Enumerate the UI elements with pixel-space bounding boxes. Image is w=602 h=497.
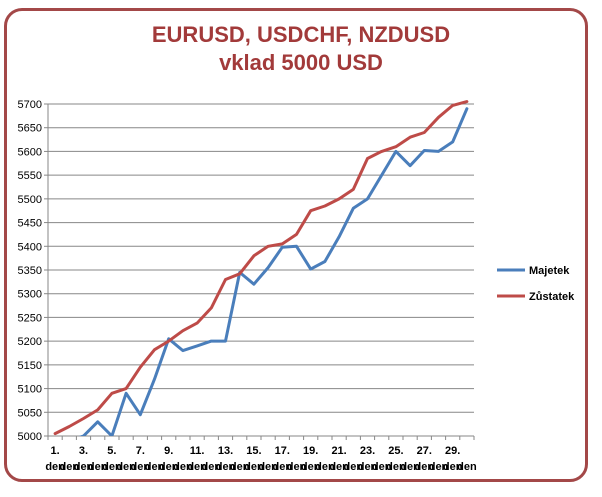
x-tick-label: 25. xyxy=(388,445,403,457)
series-line-z-statek xyxy=(53,100,469,436)
x-tick-label: den xyxy=(102,461,122,473)
x-tick-label: den xyxy=(187,461,207,473)
x-tick-label: den xyxy=(273,461,293,473)
series-lines xyxy=(53,100,469,436)
x-tick-label: den xyxy=(159,461,179,473)
y-tick-label: 5450 xyxy=(18,218,42,230)
x-tick-label: den xyxy=(386,461,406,473)
x-tick-label: 13. xyxy=(218,445,233,457)
x-axis-ticks: 1.denden3.denden5.denden7.denden9.denden… xyxy=(45,445,477,473)
y-tick-label: 5000 xyxy=(18,431,42,443)
x-tick-label: 3. xyxy=(79,445,88,457)
x-tick-label: 11. xyxy=(190,445,205,457)
y-tick-label: 5100 xyxy=(18,384,42,396)
x-tick-label: 1. xyxy=(51,445,60,457)
x-tick-label: den xyxy=(173,461,193,473)
x-tick-label: den xyxy=(358,461,378,473)
x-tick-label: den xyxy=(131,461,151,473)
x-tick-label: 17. xyxy=(275,445,290,457)
x-tick-label: den xyxy=(230,461,250,473)
x-tick-label: den xyxy=(60,461,80,473)
x-tick-label: den xyxy=(45,461,65,473)
y-tick-label: 5400 xyxy=(18,241,42,253)
legend-label: Majetek xyxy=(529,265,570,277)
y-tick-label: 5650 xyxy=(18,123,42,135)
y-tick-label: 5200 xyxy=(18,336,42,348)
x-tick-label: den xyxy=(400,461,420,473)
axes xyxy=(44,103,475,440)
x-tick-label: 9. xyxy=(164,445,173,457)
x-tick-label: den xyxy=(202,461,222,473)
x-tick-label: den xyxy=(287,461,307,473)
x-tick-label: den xyxy=(415,461,435,473)
x-tick-label: den xyxy=(315,461,335,473)
x-tick-label: den xyxy=(74,461,94,473)
x-tick-label: den xyxy=(372,461,392,473)
x-tick-label: den xyxy=(457,461,477,473)
legend: Majetek Zůstatek xyxy=(497,265,575,303)
y-tick-label: 5300 xyxy=(18,289,42,301)
x-tick-label: 21. xyxy=(331,445,346,457)
y-tick-label: 5500 xyxy=(18,194,42,206)
x-tick-label: den xyxy=(429,461,449,473)
chart-subtitle: vklad 5000 USD xyxy=(219,50,383,75)
y-tick-label: 5600 xyxy=(18,146,42,158)
y-tick-label: 5250 xyxy=(18,312,42,324)
x-tick-label: 5. xyxy=(107,445,116,457)
y-tick-label: 5150 xyxy=(18,360,42,372)
chart-title: EURUSD, USDCHF, NZDUSD xyxy=(151,22,451,47)
x-tick-label: den xyxy=(216,461,236,473)
x-tick-label: 7. xyxy=(136,445,145,457)
series-line-majetek xyxy=(78,107,469,436)
x-tick-label: 23. xyxy=(360,445,375,457)
legend-label: Zůstatek xyxy=(529,291,575,303)
x-tick-label: den xyxy=(301,461,321,473)
y-tick-label: 5700 xyxy=(18,99,42,111)
y-tick-label: 5350 xyxy=(18,265,42,277)
x-tick-label: den xyxy=(116,461,136,473)
y-tick-label: 5050 xyxy=(18,407,42,419)
x-tick-label: 15. xyxy=(246,445,261,457)
x-tick-label: den xyxy=(329,461,349,473)
y-axis-ticks: 5000 5050 5100 5150 5200 5250 5300 5350 5400 5450… xyxy=(18,99,42,443)
x-tick-label: den xyxy=(145,461,165,473)
x-tick-label: den xyxy=(258,461,278,473)
gridlines xyxy=(48,103,474,437)
x-tick-label: den xyxy=(344,461,364,473)
x-tick-label: 29. xyxy=(445,445,460,457)
x-tick-label: den xyxy=(244,461,264,473)
y-tick-label: 5550 xyxy=(18,170,42,182)
x-tick-label: den xyxy=(443,461,463,473)
x-tick-label: 27. xyxy=(417,445,432,457)
x-tick-label: 19. xyxy=(303,445,318,457)
x-tick-label: den xyxy=(88,461,108,473)
